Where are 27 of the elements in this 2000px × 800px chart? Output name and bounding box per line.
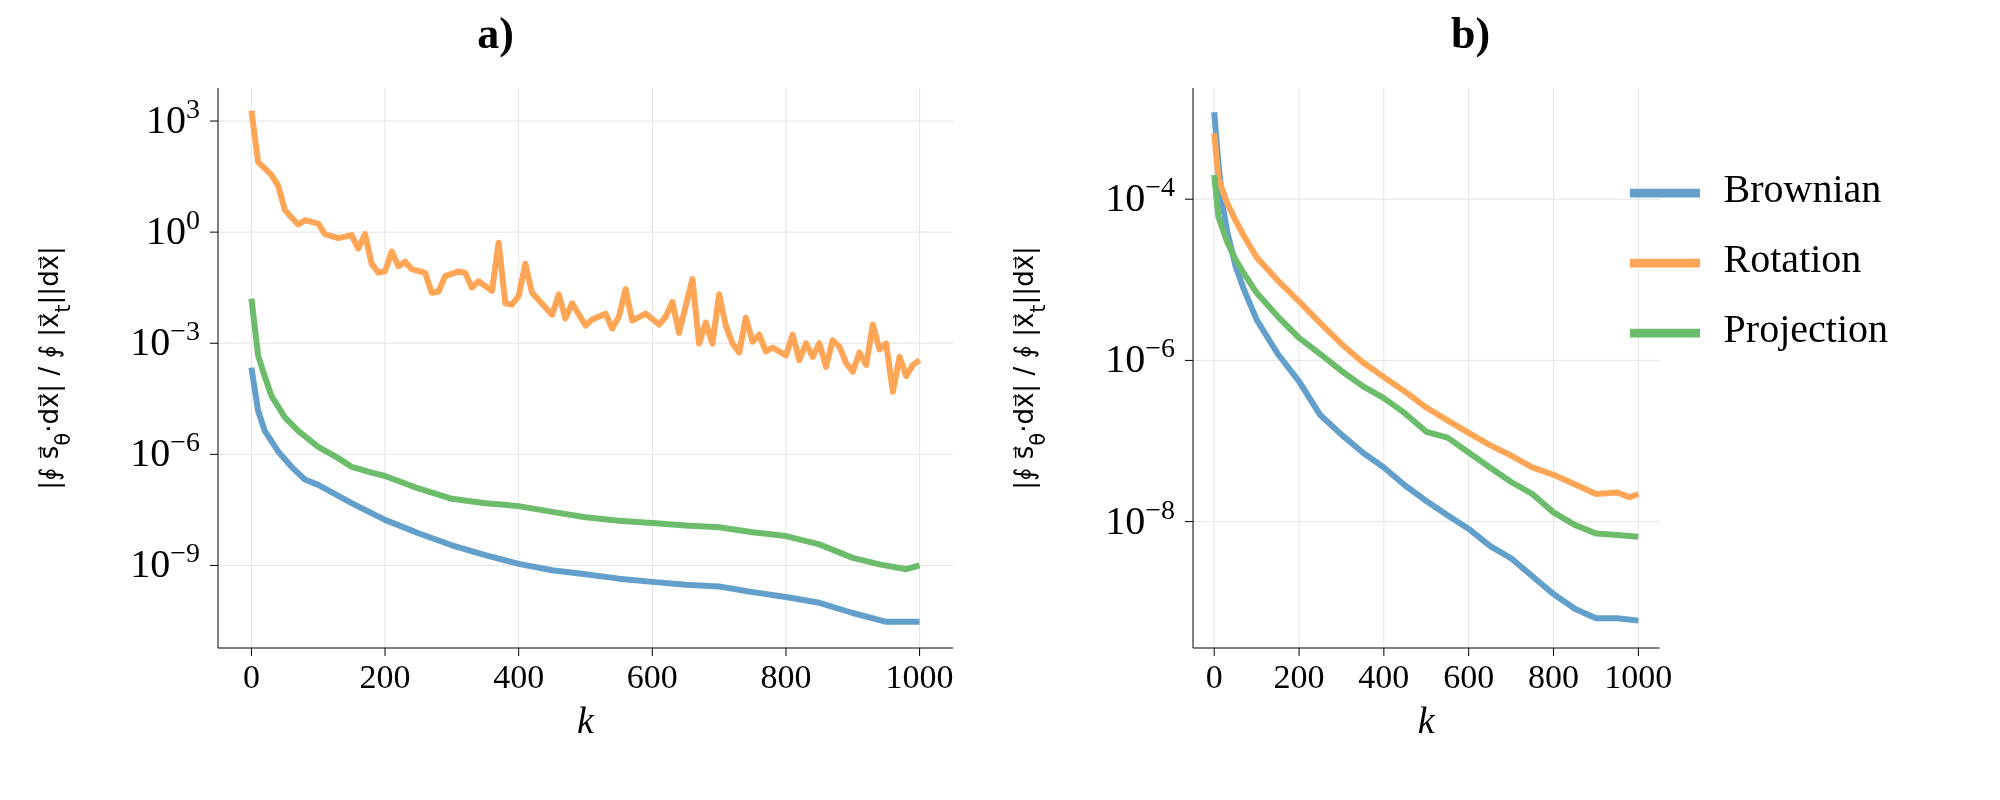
x-tick-label: 1000 [885, 658, 954, 695]
x-tick-label: 0 [1205, 658, 1223, 695]
x-tick-label: 0 [242, 658, 260, 695]
x-tick-label: 1000 [1604, 658, 1673, 695]
x-tick-label: 200 [1273, 658, 1325, 695]
legend-label: Rotation [1723, 236, 1862, 282]
y-tick-label: 10$^{−4}$ [1105, 170, 1175, 221]
chart-title: b) [1449, 8, 1492, 60]
y-tick-label: 10$^{−3}$ [130, 314, 200, 365]
y-tick-label: 10$^{0}$ [146, 203, 200, 254]
y-tick-label: 10$^{−6}$ [130, 425, 200, 476]
legend-label: Brownian [1723, 166, 1882, 212]
x-tick-label: 600 [626, 658, 678, 695]
x-tick-label: 800 [760, 658, 812, 695]
y-tick-label: 10$^{−8}$ [1105, 493, 1175, 543]
y-tick-label: 10$^{−6}$ [1105, 331, 1175, 382]
y-tick-label: 10$^{−9}$ [130, 536, 200, 587]
x-tick-label: 800 [1528, 658, 1580, 695]
chart-title: a) [476, 8, 515, 60]
y-tick-label: 10$^{3}$ [146, 92, 200, 143]
legend-label: Projection [1723, 306, 1888, 352]
x-tick-label: 400 [1358, 658, 1410, 695]
x-tick-label: 200 [359, 658, 411, 695]
x-tick-label: 600 [1443, 658, 1495, 695]
x-axis-title: k [577, 699, 596, 741]
x-tick-label: 400 [493, 658, 545, 695]
x-axis-title: k [1417, 699, 1436, 741]
